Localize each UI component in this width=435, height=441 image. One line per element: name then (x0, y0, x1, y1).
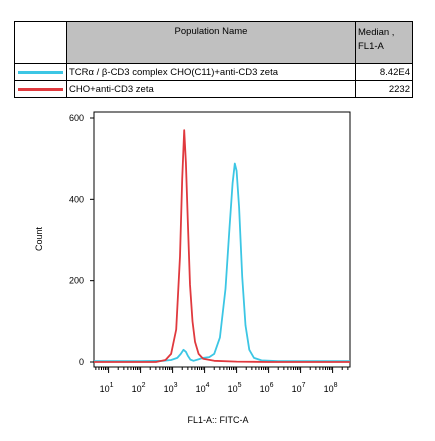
series-line-tcr-cho-c11 (94, 162, 350, 363)
x-axis: 101 102 103 104 105 106 107 108 (95, 367, 349, 394)
median-header-line1: Median , (358, 27, 395, 38)
median-header: Median , FL1-A (355, 21, 413, 64)
median-cell: 2232 (355, 80, 413, 98)
y-axis-label: Count (34, 227, 44, 252)
x-tick-label: 108 (324, 382, 338, 394)
x-tick-label: 105 (228, 382, 242, 394)
table-row: CHO+anti-CD3 zeta 2232 (14, 80, 413, 98)
y-tick-label: 400 (69, 194, 84, 204)
legend-table: Population Name Median , FL1-A TCRα / β-C… (14, 21, 413, 98)
x-tick-label: 107 (292, 382, 306, 394)
x-axis-label: FL1-A:: FITC-A (187, 415, 248, 425)
x-tick-label: 103 (164, 382, 178, 394)
x-tick-label: 106 (260, 382, 274, 394)
red-series-swatch (18, 87, 63, 91)
median-header-line2: FL1-A (358, 41, 384, 52)
x-tick-label: 101 (100, 382, 114, 394)
swatch-header-cell (14, 21, 67, 64)
cyan-series-swatch (18, 70, 63, 74)
y-tick-label: 200 (69, 276, 84, 286)
series-line-cho-control (94, 129, 350, 363)
series-layer (94, 129, 350, 363)
plot-frame (93, 111, 351, 368)
y-tick-label: 600 (69, 113, 84, 123)
x-tick-label: 104 (196, 382, 210, 394)
y-axis: 0 200 400 600 (69, 113, 94, 367)
x-tick-label: 102 (132, 382, 146, 394)
y-tick-label: 0 (79, 357, 84, 367)
population-name-cell: CHO+anti-CD3 zeta (66, 80, 356, 98)
